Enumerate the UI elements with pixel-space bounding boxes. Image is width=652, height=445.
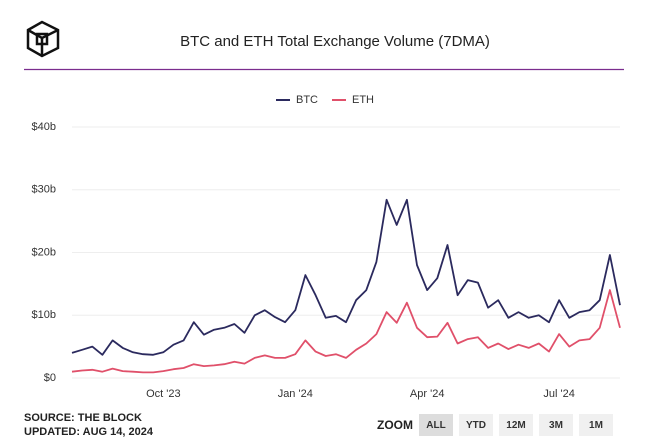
series-line	[71, 198, 621, 356]
zoom-control: ZOOM ALL YTD 12M 3M 1M	[377, 414, 613, 436]
plot	[71, 198, 621, 374]
y-tick-label: $40b	[32, 121, 56, 133]
zoom-button[interactable]: ALL	[419, 414, 453, 436]
legend-label: ETH	[352, 94, 374, 106]
grid: $0 $10b $20b $30b $40b Oct '23 Jan '24 Apr '24 J…	[32, 121, 620, 400]
zoom-button[interactable]: 1M	[579, 414, 613, 436]
y-tick-label: $10b	[32, 309, 56, 321]
updated: UPDATED: AUG 14, 2024	[24, 426, 153, 438]
x-tick-label: Oct '23	[146, 388, 181, 400]
x-tick-label: Jul '24	[543, 388, 574, 400]
y-tick-label: $0	[44, 372, 56, 384]
zoom-button[interactable]: YTD	[459, 414, 493, 436]
legend: BTC ETH	[276, 94, 374, 106]
chart-title: BTC and ETH Total Exchange Volume (7DMA)	[180, 33, 490, 50]
y-tick-label: $20b	[32, 246, 56, 258]
source: SOURCE: THE BLOCK	[24, 412, 142, 424]
zoom-button[interactable]: 3M	[539, 414, 573, 436]
zoom-label: ZOOM	[377, 418, 413, 432]
legend-label: BTC	[296, 94, 318, 106]
x-tick-label: Apr '24	[410, 388, 445, 400]
logo	[26, 20, 60, 58]
zoom-buttons: ALL YTD 12M 3M 1M	[419, 414, 613, 436]
x-tick-label: Jan '24	[278, 388, 313, 400]
series-line	[71, 289, 621, 374]
zoom-button[interactable]: 12M	[499, 414, 533, 436]
y-tick-label: $30b	[32, 184, 56, 196]
